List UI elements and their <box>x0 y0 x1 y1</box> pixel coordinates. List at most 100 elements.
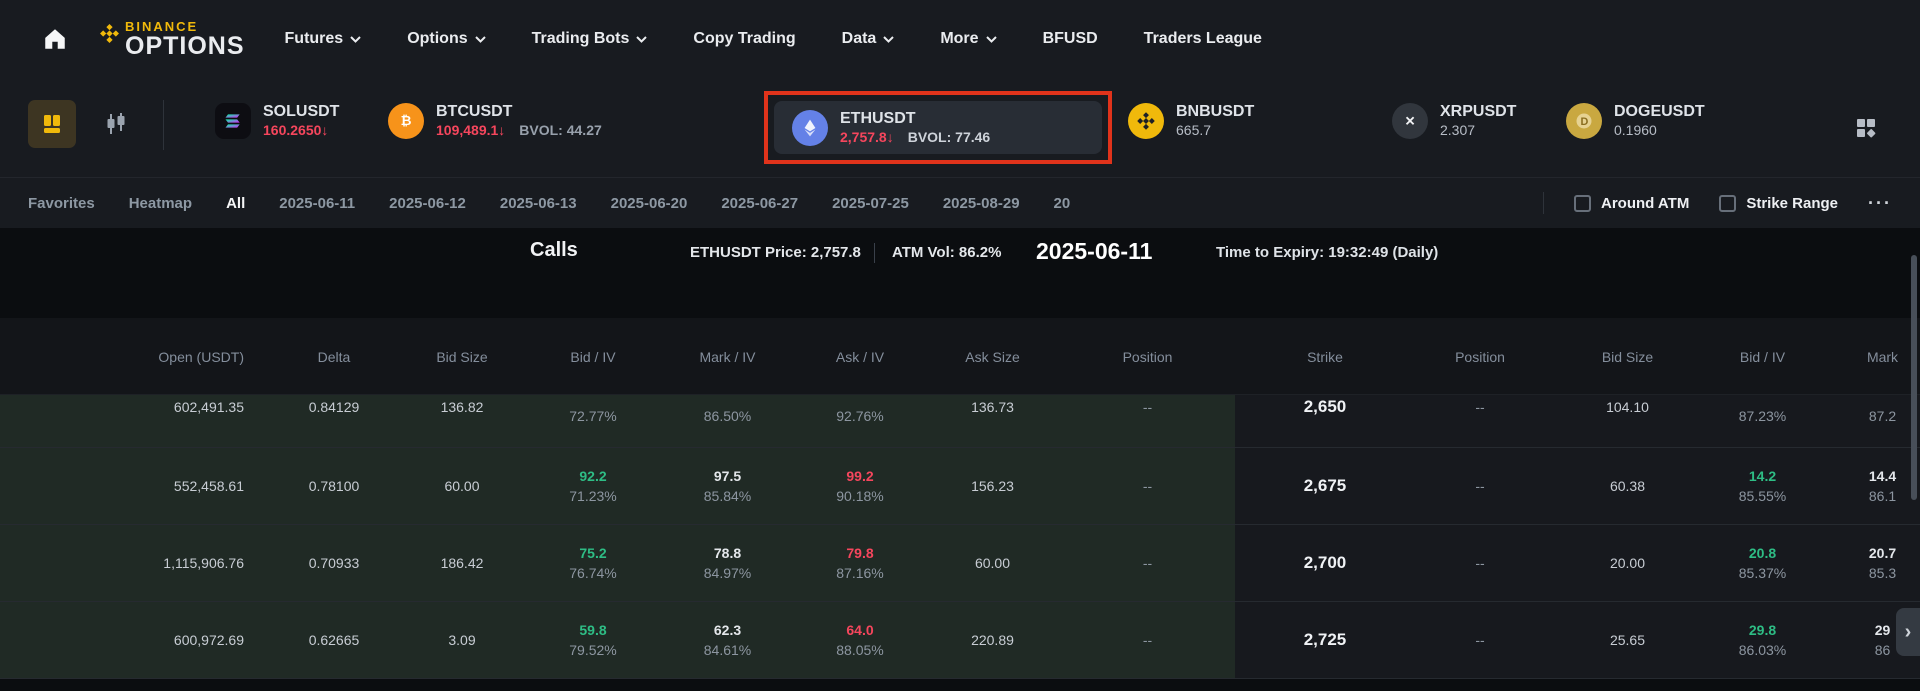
put-bid-iv-cell[interactable]: 29.8 86.03% <box>1738 621 1787 658</box>
ticker-bar: SOLUSDT 160.2650↓ ₿ BTCUSDT 109,489.1↓ B… <box>0 78 1920 178</box>
option-chain-rows: 602,491.35 0.84129 136.82 72.77% 86.50% … <box>0 395 1920 679</box>
tab-date-6[interactable]: 2025-07-25 <box>832 194 909 212</box>
ask-iv-cell[interactable]: 64.0 88.05% <box>836 621 884 658</box>
nav-item-trading-bots[interactable]: Trading Bots <box>532 30 648 48</box>
put-mark-iv-cell[interactable]: 14.4 86.1 <box>1868 467 1897 504</box>
more-options-icon[interactable]: ··· <box>1868 192 1892 213</box>
scroll-right-button[interactable]: › <box>1896 608 1920 656</box>
col-put-mark-clipped[interactable]: Mark <box>1866 348 1899 365</box>
tab-favorites[interactable]: Favorites <box>28 194 95 212</box>
col-put-position[interactable]: Position <box>1455 348 1505 365</box>
price-down: 109,489.1↓ <box>436 122 506 138</box>
bid-iv-cell[interactable]: 92.2 71.23% <box>569 467 617 504</box>
annotation-highlight-box: ETHUSDT 2,757.8↓ BVOL: 77.46 <box>764 91 1112 164</box>
nav-item-traders-league[interactable]: Traders League <box>1143 30 1262 47</box>
home-button[interactable] <box>38 22 72 56</box>
tab-date-4[interactable]: 2025-06-20 <box>610 194 688 212</box>
candlestick-icon <box>103 111 129 137</box>
tab-date-2[interactable]: 2025-06-12 <box>389 194 466 212</box>
candlestick-view-toggle[interactable] <box>92 100 140 148</box>
tab-date-7[interactable]: 2025-08-29 <box>942 194 1020 212</box>
itm-call-shading <box>0 448 1235 524</box>
nav-item-bfusd[interactable]: BFUSD <box>1042 30 1098 47</box>
mark-iv-cell[interactable]: 78.8 84.97% <box>703 544 752 581</box>
mark-iv-cell[interactable]: 86.50% <box>703 408 752 425</box>
strike-value: 2,700 <box>1303 553 1347 572</box>
tab-date-8-clipped[interactable]: 20 <box>1053 194 1071 212</box>
tab-date-3[interactable]: 2025-06-13 <box>499 194 577 212</box>
strike-value: 2,725 <box>1303 630 1347 649</box>
ticker-dogeusdt[interactable]: D DOGEUSDT 0.1960 <box>1566 102 1705 140</box>
home-icon <box>42 26 68 52</box>
around-atm-checkbox-row[interactable]: Around ATM <box>1574 194 1689 212</box>
bid-iv-cell[interactable]: 75.2 76.74% <box>569 544 617 581</box>
chevron-down-icon <box>350 35 361 43</box>
put-bid-iv-cell[interactable]: 87.23% <box>1738 408 1787 425</box>
tab-date-5[interactable]: 2025-06-27 <box>721 194 799 212</box>
ask-iv-cell[interactable]: 99.2 90.18% <box>836 467 884 504</box>
option-row[interactable]: 602,491.35 0.84129 136.82 72.77% 86.50% … <box>0 395 1920 448</box>
option-row[interactable]: 600,972.69 0.62665 3.09 59.8 79.52% 62.3 8… <box>0 602 1920 679</box>
chevron-right-icon: › <box>1904 620 1912 643</box>
col-mark-iv[interactable]: Mark / IV <box>699 348 756 365</box>
option-row[interactable]: 1,115,906.76 0.70933 186.42 75.2 76.74% 7… <box>0 525 1920 602</box>
price-down: 2,757.8↓ <box>840 128 894 145</box>
col-put-bid-size[interactable]: Bid Size <box>1601 348 1654 365</box>
board-view-toggle[interactable] <box>28 100 76 148</box>
ticker-ethusdt[interactable]: ETHUSDT 2,757.8↓ BVOL: 77.46 <box>774 101 1102 154</box>
ask-iv-cell[interactable]: 92.76% <box>836 408 884 425</box>
nav-item-more[interactable]: More <box>940 30 997 48</box>
put-mark-iv-cell[interactable]: 87.2 <box>1868 408 1897 425</box>
put-bid-iv-cell[interactable]: 20.8 85.37% <box>1738 544 1787 581</box>
checkbox-unchecked[interactable] <box>1719 194 1737 212</box>
chevron-down-icon <box>985 35 997 43</box>
expiry-date: 2025-06-11 <box>1036 238 1153 264</box>
doge-icon: D <box>1566 102 1602 139</box>
chevron-down-icon <box>636 35 648 43</box>
ticker-bnbusdt[interactable]: BNBUSDT 665.7 <box>1128 102 1254 140</box>
mark-iv-cell[interactable]: 62.3 84.61% <box>703 621 752 658</box>
ask-iv-cell[interactable]: 79.8 87.16% <box>836 544 884 581</box>
col-position[interactable]: Position <box>1122 348 1173 365</box>
tab-date-1[interactable]: 2025-06-11 <box>279 194 356 212</box>
col-ask-size[interactable]: Ask Size <box>965 348 1020 365</box>
binance-options-logo[interactable]: BINANCE OPTIONS <box>100 20 245 59</box>
top-nav: BINANCE OPTIONS Futures Options Trading … <box>0 0 1920 78</box>
tab-all[interactable]: All <box>226 194 246 212</box>
layout-grid-button[interactable] <box>1854 116 1878 140</box>
put-mark-iv-cell[interactable]: 20.7 85.3 <box>1868 544 1897 581</box>
nav-item-options[interactable]: Options <box>407 30 486 48</box>
ticker-solusdt[interactable]: SOLUSDT 160.2650↓ <box>215 102 339 140</box>
checkbox-unchecked[interactable] <box>1574 194 1591 212</box>
svg-text:D: D <box>1581 116 1589 128</box>
bid-iv-cell[interactable]: 72.77% <box>569 408 617 425</box>
col-delta[interactable]: Delta <box>317 348 351 365</box>
sol-icon <box>215 102 251 139</box>
option-row[interactable]: 552,458.61 0.78100 60.00 92.2 71.23% 97.5… <box>0 448 1920 525</box>
col-open[interactable]: Open (USDT) <box>158 348 244 365</box>
btc-icon: ₿ <box>388 102 424 139</box>
put-mark-iv-cell[interactable]: 29 86 <box>1874 621 1891 658</box>
col-bid-size[interactable]: Bid Size <box>436 348 488 365</box>
bid-iv-cell[interactable]: 59.8 79.52% <box>569 621 617 658</box>
strike-value: 2,675 <box>1303 476 1347 495</box>
xrp-icon: ✕ <box>1392 102 1428 139</box>
nav-item-futures[interactable]: Futures <box>285 30 362 48</box>
price: 2.307 <box>1440 122 1476 138</box>
put-bid-iv-cell[interactable]: 14.2 85.55% <box>1738 467 1787 504</box>
spacer <box>0 679 1920 691</box>
nav-item-data[interactable]: Data <box>842 30 895 48</box>
board-view-icon <box>39 111 65 137</box>
vertical-scrollbar-thumb[interactable] <box>1911 255 1917 500</box>
ticker-btcusdt[interactable]: ₿ BTCUSDT 109,489.1↓ BVOL: 44.27 <box>388 102 602 140</box>
mark-iv-cell[interactable]: 97.5 85.84% <box>703 467 752 504</box>
col-strike[interactable]: Strike <box>1307 348 1343 365</box>
nav-item-copy-trading[interactable]: Copy Trading <box>693 30 796 47</box>
strike-range-checkbox-row[interactable]: Strike Range <box>1719 194 1838 212</box>
tab-heatmap[interactable]: Heatmap <box>128 194 193 212</box>
col-ask-iv[interactable]: Ask / IV <box>835 348 885 365</box>
col-bid-iv[interactable]: Bid / IV <box>570 348 616 365</box>
ticker-xrpusdt[interactable]: ✕ XRPUSDT 2.307 <box>1392 102 1516 140</box>
bvol-value: BVOL: 44.27 <box>519 122 602 138</box>
col-put-bid-iv[interactable]: Bid / IV <box>1739 348 1786 365</box>
